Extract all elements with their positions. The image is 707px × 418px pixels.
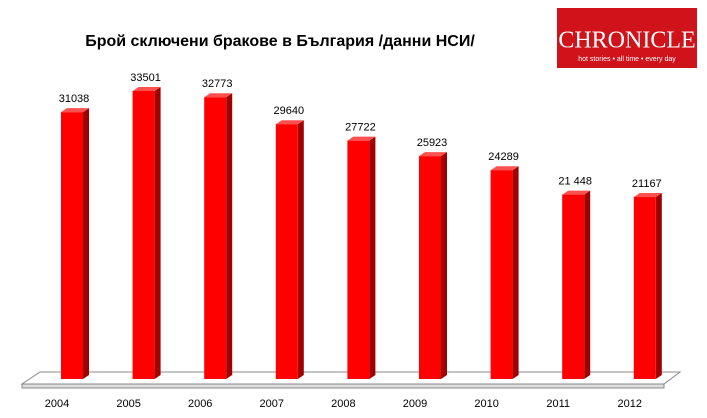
bar-top	[562, 190, 591, 195]
bar-side	[154, 87, 161, 379]
bar	[633, 197, 656, 379]
bar-top	[490, 166, 519, 171]
bar-top	[204, 93, 233, 98]
bar-side	[369, 136, 376, 379]
bar-side	[83, 108, 89, 379]
value-label: 32773	[202, 78, 233, 90]
x-tick-label: 2010	[474, 398, 498, 410]
logo-box	[557, 8, 697, 68]
x-tick-label: 2009	[403, 398, 427, 410]
bar-side	[297, 120, 304, 380]
x-tick-label: 2006	[188, 398, 212, 410]
x-tick-label: 2012	[618, 398, 642, 410]
value-label: 33501	[130, 72, 161, 84]
bar-top	[275, 120, 304, 125]
logo: CHRONICLE hot stories • all time • every…	[557, 8, 697, 68]
bar-top	[347, 136, 376, 141]
bar-top	[419, 152, 447, 157]
bar-side	[584, 190, 591, 379]
chart-title: Брой сключени бракове в България /данни …	[85, 33, 475, 50]
x-tick-label: 2008	[331, 398, 355, 410]
x-tick-label: 2005	[116, 398, 140, 410]
bar-side	[441, 152, 447, 379]
bar-side	[512, 166, 519, 379]
value-label: 21167	[632, 178, 662, 190]
bar	[275, 124, 298, 380]
bar	[347, 140, 370, 379]
logo-name: CHRONICLE	[558, 28, 695, 54]
bar	[204, 97, 227, 380]
bar-top	[61, 108, 89, 113]
floor-edge	[21, 383, 665, 389]
bar-side	[655, 193, 662, 379]
x-tick-label: 2004	[45, 398, 69, 410]
bar-side	[226, 93, 233, 380]
value-label: 27722	[345, 122, 376, 134]
bar	[490, 170, 513, 379]
bar	[61, 112, 83, 379]
value-label: 21 448	[558, 176, 592, 188]
value-label: 24289	[488, 151, 519, 163]
x-tick-label: 2007	[260, 398, 284, 410]
value-label: 29640	[274, 105, 305, 117]
logo-tagline: hot stories • all time • every day	[578, 56, 676, 63]
bar-top	[132, 87, 161, 91]
bar-top	[633, 193, 662, 198]
x-tick-label: 2011	[546, 398, 570, 410]
bar	[562, 194, 585, 379]
value-label: 31038	[59, 93, 90, 105]
bar	[419, 156, 441, 379]
bar	[132, 91, 155, 379]
value-label: 25923	[417, 137, 448, 149]
